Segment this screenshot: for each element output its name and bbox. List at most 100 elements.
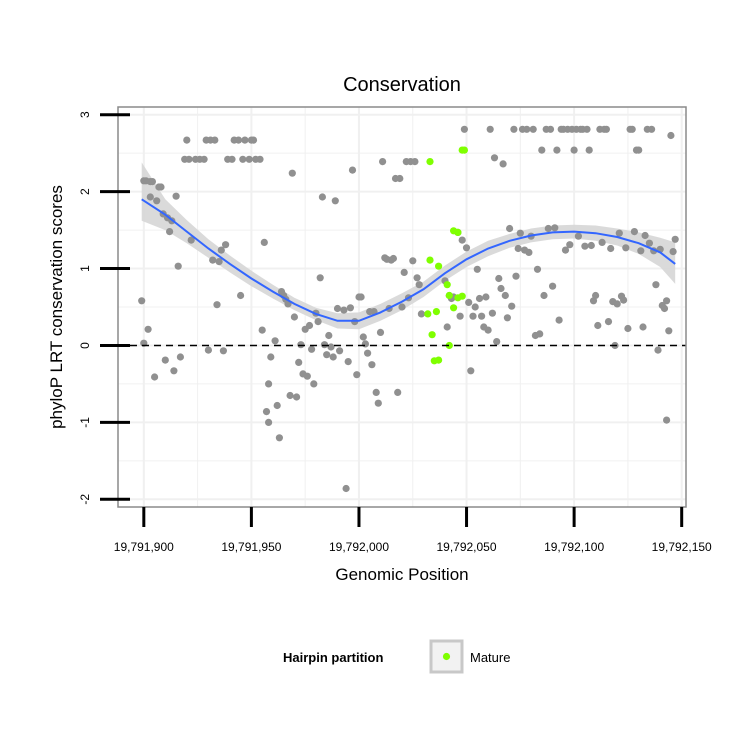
data-point [660,304,669,313]
data-point [305,321,314,330]
data-point [488,309,496,317]
data-point [241,136,249,144]
data-point [652,281,660,289]
mature-point [445,341,453,350]
data-point [516,229,524,237]
data-point [329,353,337,361]
y-axis: -2 -1 0 1 2 3 [78,111,130,505]
data-point [256,155,264,163]
data-point [484,326,492,334]
data-point [669,248,677,256]
data-point [501,291,509,300]
mature-point [460,146,468,154]
data-point [469,312,477,320]
y-tick-label: 3 [78,111,92,118]
data-point [411,158,419,166]
smooth-line [141,198,676,322]
data-point [671,235,679,243]
data-point [376,328,385,336]
mature-point [443,281,451,289]
data-point [598,238,606,246]
mature-point [432,308,440,316]
data-point [372,388,380,396]
confidence-band-area [141,162,676,330]
data-point [630,228,639,236]
data-point [185,155,193,163]
legend-title: Hairpin partition [283,650,383,665]
legend: Hairpin partition Mature [283,639,510,674]
data-point [245,155,253,163]
data-point [635,146,643,154]
data-point [639,323,647,331]
data-point [361,340,369,348]
data-point [327,343,335,351]
data-point [174,262,182,270]
data-point [478,312,486,320]
x-axis-title: Genomic Position [335,565,468,584]
data-point [209,256,217,264]
mature-point [450,304,458,312]
data-point [486,125,494,133]
data-point [318,193,326,201]
data-point [310,380,318,388]
data-point [538,146,546,154]
data-point [607,244,615,253]
data-point [615,229,623,237]
data-point [514,244,522,253]
data-point [316,274,324,282]
data-point [499,160,507,168]
data-point [570,146,578,154]
data-point [295,358,303,366]
x-tick-label: 19,792,050 [436,540,496,554]
x-tick-label: 19,792,000 [329,540,389,554]
data-point [525,248,533,256]
data-point [467,367,475,375]
data-point [510,125,518,133]
data-point [148,178,156,186]
x-tick-label: 19,791,900 [114,540,174,554]
data-point [602,125,611,133]
data-point [288,169,296,177]
data-point [460,125,468,133]
data-point [204,346,212,354]
data-point [211,136,219,144]
data-point [465,298,473,306]
data-point [161,356,169,364]
data-point [533,265,542,273]
data-point [551,224,559,232]
data-point [249,136,258,144]
data-point [654,346,662,354]
confidence-band [141,162,676,330]
data-point [353,371,361,379]
data-point [333,304,342,313]
data-point [368,361,376,369]
data-point [503,314,511,322]
mature-point [435,262,443,270]
data-point [271,337,279,345]
data-point [508,302,516,310]
data-point [346,304,354,312]
data-point [529,125,537,133]
data-point [561,246,570,254]
data-point [549,282,557,290]
data-point [592,291,600,300]
y-tick-label: -1 [78,417,92,428]
data-point [394,388,402,396]
mature-point [426,158,434,166]
legend-label-mature: Mature [470,650,510,665]
data-point [320,341,329,349]
mature-point [454,228,462,236]
data-point [239,155,247,163]
data-point [624,324,632,333]
data-point [523,125,531,133]
data-point [493,338,501,346]
data-point [265,418,273,426]
data-point [217,246,225,254]
data-point [323,351,331,359]
data-point [153,197,161,205]
data-point [144,325,152,333]
data-point [138,297,146,305]
data-point [409,257,417,265]
